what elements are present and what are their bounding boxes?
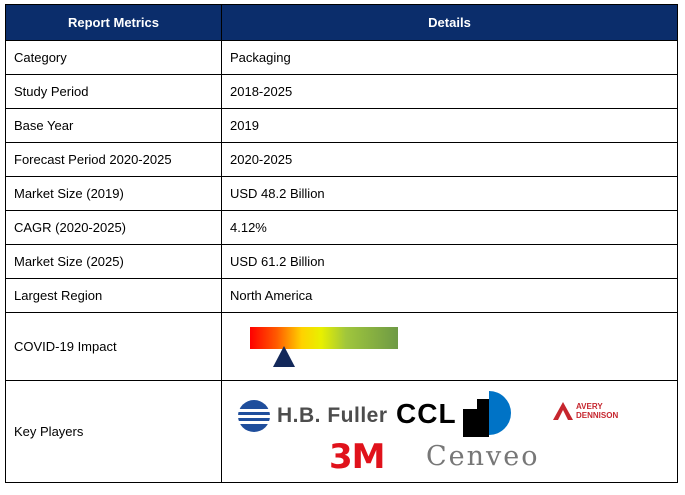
table-row: Largest Region North America	[5, 278, 678, 313]
metric-cell: CAGR (2020-2025)	[5, 210, 222, 245]
metric-cell: Market Size (2025)	[5, 244, 222, 279]
metric-cell: Study Period	[5, 74, 222, 109]
impact-gauge	[250, 326, 400, 367]
3m-logo: 3M	[329, 437, 385, 477]
gauge-marker-icon	[273, 345, 296, 367]
table-header-row: Report Metrics Details	[5, 4, 678, 41]
table-row: Category Packaging	[5, 40, 678, 75]
table-row: Forecast Period 2020-2025 2020-2025	[5, 142, 678, 177]
key-players-row: Key Players H.B. Fuller CCL	[5, 380, 678, 483]
metric-cell: Forecast Period 2020-2025	[5, 142, 222, 177]
ccl-icon	[462, 391, 511, 437]
detail-cell: 2020-2025	[221, 142, 678, 177]
ccl-logo: CCL	[396, 391, 519, 437]
gauge-gradient-bar	[250, 326, 398, 349]
table-row: CAGR (2020-2025) 4.12%	[5, 210, 678, 245]
table-row: Market Size (2019) USD 48.2 Billion	[5, 176, 678, 211]
metric-cell: Largest Region	[5, 278, 222, 313]
metric-cell: Category	[5, 40, 222, 75]
avery-dennison-label: AVERY DENNISON	[576, 402, 619, 420]
detail-cell: Packaging	[221, 40, 678, 75]
hb-fuller-logo: H.B. Fuller	[237, 399, 388, 433]
header-details: Details	[221, 4, 678, 41]
table-row: Market Size (2025) USD 61.2 Billion	[5, 244, 678, 279]
detail-cell: USD 61.2 Billion	[221, 244, 678, 279]
ccl-label: CCL	[396, 398, 457, 429]
cenveo-logo: Cenveo	[426, 441, 540, 472]
metric-cell: Base Year	[5, 108, 222, 143]
report-metrics-table: Report Metrics Details Category Packagin…	[5, 4, 678, 483]
detail-cell: 2019	[221, 108, 678, 143]
hb-fuller-icon	[237, 400, 271, 432]
table-row: Base Year 2019	[5, 108, 678, 143]
metric-cell: Key Players	[5, 380, 222, 483]
detail-cell: North America	[221, 278, 678, 313]
covid-gauge-cell	[221, 312, 678, 381]
avery-dennison-logo: AVERY DENNISON	[552, 401, 636, 421]
table-row: Study Period 2018-2025	[5, 74, 678, 109]
avery-dennison-icon	[553, 402, 573, 420]
covid-impact-row: COVID-19 Impact	[5, 312, 678, 381]
metric-cell: Market Size (2019)	[5, 176, 222, 211]
hb-fuller-label: H.B. Fuller	[277, 404, 388, 427]
key-players-logos: H.B. Fuller CCL AVERY DENNISON	[221, 380, 678, 483]
metric-cell: COVID-19 Impact	[5, 312, 222, 381]
detail-cell: 4.12%	[221, 210, 678, 245]
detail-cell: 2018-2025	[221, 74, 678, 109]
header-report-metrics: Report Metrics	[5, 4, 222, 41]
detail-cell: USD 48.2 Billion	[221, 176, 678, 211]
